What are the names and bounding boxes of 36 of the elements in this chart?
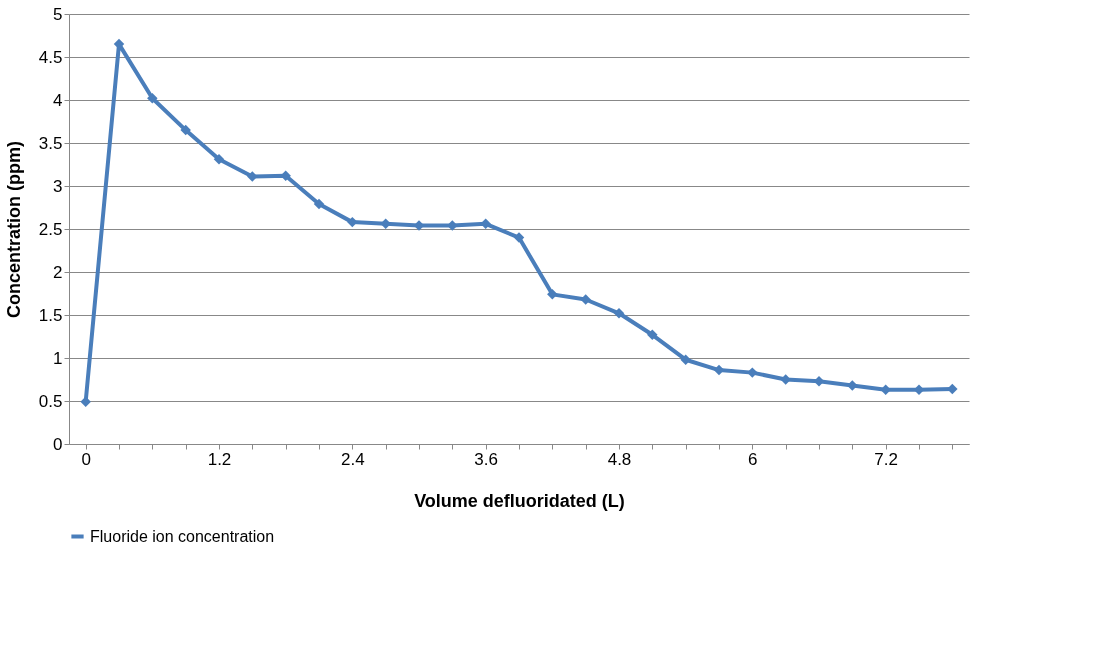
x-tick-label: 2.4 bbox=[341, 449, 365, 469]
point bbox=[613, 308, 625, 319]
point bbox=[947, 383, 958, 395]
point bbox=[647, 329, 658, 341]
point bbox=[513, 232, 525, 243]
point bbox=[580, 294, 591, 305]
x-tick-label: 3.6 bbox=[474, 449, 498, 469]
x-tick-label: 6 bbox=[748, 449, 758, 469]
y-tick-label: 3 bbox=[53, 176, 63, 196]
x-tick-label: 7.2 bbox=[874, 449, 898, 469]
point bbox=[880, 384, 891, 396]
x-tick-label: 4.8 bbox=[607, 449, 632, 469]
point bbox=[313, 198, 325, 210]
y-tick-label: 1.5 bbox=[38, 305, 63, 325]
y-axis-title: Concentration (ppm) bbox=[3, 141, 24, 318]
point bbox=[347, 216, 358, 228]
x-axis-title: Volume defluoridated (L) bbox=[414, 490, 625, 511]
y-tick-label: 0.5 bbox=[38, 391, 63, 411]
y-tick-label: 0 bbox=[53, 434, 63, 454]
y-tick-label: 4 bbox=[53, 90, 63, 110]
point bbox=[180, 124, 191, 136]
y-tick-label: 2.5 bbox=[38, 219, 63, 239]
y-tick-label: 2 bbox=[53, 262, 63, 282]
point bbox=[147, 93, 158, 104]
y-tick-label: 4.5 bbox=[38, 47, 63, 67]
point bbox=[680, 354, 691, 365]
y-tick-label: 5 bbox=[53, 4, 63, 24]
x-tick-label: 0 bbox=[81, 449, 91, 469]
point bbox=[547, 289, 558, 300]
y-tick-label: 3.5 bbox=[38, 133, 63, 153]
x-tick-label: 1.2 bbox=[207, 449, 232, 469]
point bbox=[213, 154, 225, 165]
legend-label: Fluoride ion concentration bbox=[90, 527, 275, 545]
point bbox=[780, 374, 791, 385]
point bbox=[747, 367, 758, 378]
y-tick-label: 1 bbox=[53, 348, 63, 368]
